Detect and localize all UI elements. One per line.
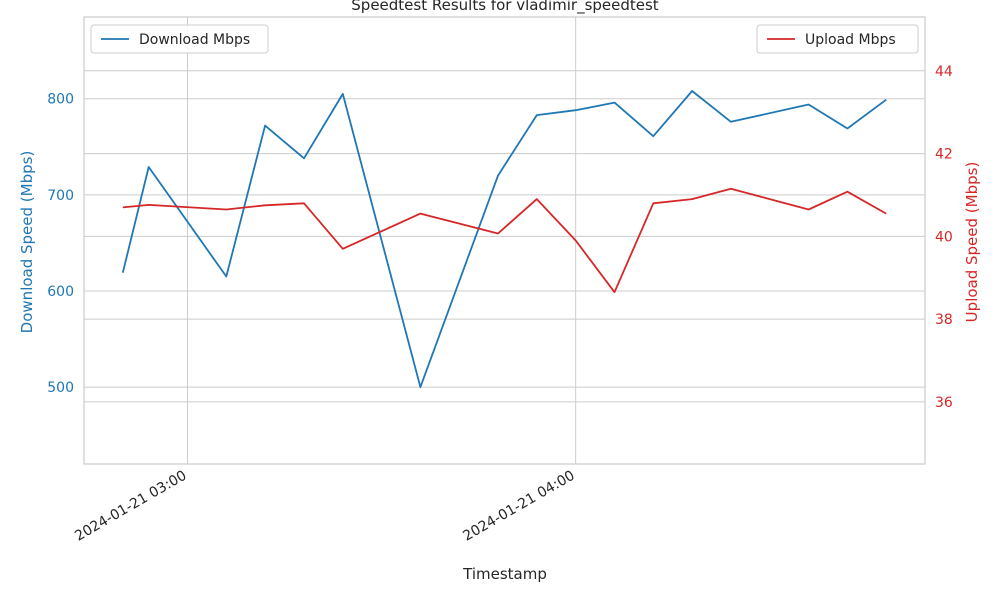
right-axis-ticks: 36 38 40 42 44 (935, 64, 953, 411)
right-tick-label: 36 (935, 395, 953, 411)
right-tick-label: 38 (935, 312, 953, 328)
x-axis-label: Timestamp (462, 565, 547, 583)
legend-box (756, 24, 919, 54)
grid (84, 17, 925, 464)
right-axis-label: Upload Speed (Mbps) (963, 162, 981, 323)
right-tick-label: 40 (935, 229, 953, 245)
left-tick-label: 700 (47, 188, 74, 204)
legend-box (90, 24, 269, 54)
x-tick-label: 2024-01-21 03:00 (72, 468, 189, 545)
right-tick-label: 42 (935, 147, 953, 163)
left-axis-ticks: 500 600 700 800 (47, 92, 74, 396)
legend-label: Download Mbps (139, 32, 250, 48)
x-axis-ticks: 2024-01-21 03:00 2024-01-21 04:00 (72, 468, 577, 545)
x-tick-label: 2024-01-21 04:00 (460, 468, 577, 545)
left-tick-label: 800 (47, 92, 74, 108)
chart-title: Speedtest Results for vladimir_speedtest (351, 0, 659, 15)
series-lines (121, 90, 887, 389)
series-line-upload (122, 187, 887, 294)
plot-frame (83, 16, 926, 465)
legend-download: Download Mbps (90, 24, 269, 54)
legend-label: Upload Mbps (805, 32, 896, 48)
left-axis-label: Download Speed (Mbps) (18, 151, 36, 334)
legend-upload: Upload Mbps (756, 24, 919, 54)
left-tick-label: 600 (47, 284, 74, 300)
right-tick-label: 44 (935, 64, 953, 80)
left-tick-label: 500 (47, 380, 74, 396)
series-line-download (121, 90, 887, 389)
